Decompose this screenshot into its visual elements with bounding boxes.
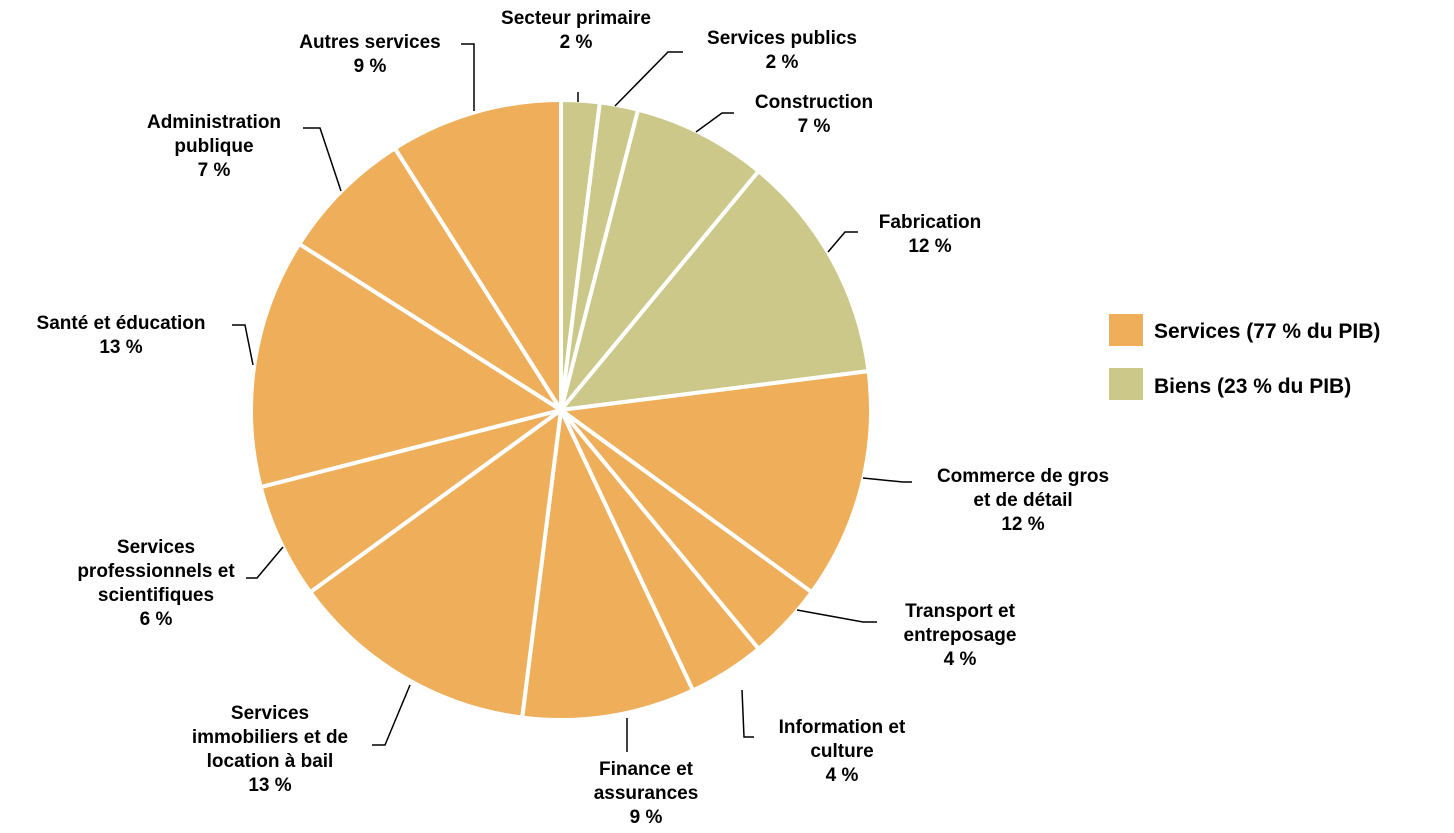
- slice-name-line: culture: [810, 741, 873, 762]
- slice-name-line: Services: [231, 703, 309, 724]
- leader-line: [614, 51, 683, 107]
- slice-label: Santé et éducation 13 %: [37, 313, 206, 358]
- leader-line: [232, 324, 254, 366]
- slice-name-line: et de détail: [973, 490, 1072, 511]
- slice-value-label: 9 %: [354, 56, 387, 77]
- slice-label: Services professionnels et scientifiques 6 …: [77, 537, 235, 630]
- leader-lines: [232, 43, 912, 752]
- slice-value-label: 4 %: [944, 649, 977, 670]
- slice-value-label: 13 %: [99, 337, 142, 358]
- leader-line: [827, 231, 858, 253]
- slice-label: Autres services 9 %: [299, 32, 441, 77]
- slice-name-line: Administration: [147, 112, 281, 133]
- pie-slice: [559, 107, 762, 412]
- slice-name-line: Transport et: [905, 601, 1015, 622]
- leader-line: [461, 43, 475, 111]
- slice-value-label: 2 %: [560, 32, 593, 53]
- leader-line: [695, 112, 734, 133]
- leader-line: [796, 609, 877, 623]
- slice-name-line: Santé et éducation: [37, 313, 206, 334]
- pie-slices: [249, 97, 873, 722]
- slice-label: Construction 7 %: [755, 92, 873, 137]
- pie-slice: [307, 405, 564, 720]
- slice-label: Fabrication 12 %: [879, 212, 981, 257]
- slice-name-line: Secteur primaire: [501, 8, 651, 29]
- slice-name-line: Services: [117, 537, 195, 558]
- legend-swatch-services: [1109, 314, 1143, 346]
- pie-slice: [249, 241, 566, 490]
- slice-label: Services publics 2 %: [707, 28, 857, 73]
- slice-label: Transport et entreposage 4 %: [904, 601, 1017, 670]
- slice-name-line: scientifiques: [98, 585, 214, 606]
- slice-name-line: Finance et: [599, 759, 694, 780]
- slice-name-line: immobiliers et de: [192, 727, 348, 748]
- leader-line: [372, 684, 411, 746]
- slice-value-label: 7 %: [198, 160, 231, 181]
- slice-value-label: 12 %: [1001, 514, 1044, 535]
- slice-label: Information et culture 4 %: [779, 717, 906, 786]
- slice-name-line: entreposage: [904, 625, 1017, 646]
- slice-value-label: 13 %: [248, 775, 291, 796]
- slice-value-label: 12 %: [908, 236, 951, 257]
- legend-label-biens: Biens (23 % du PIB): [1154, 375, 1351, 398]
- legend-swatch-biens: [1109, 368, 1143, 400]
- slice-value-label: 7 %: [798, 116, 831, 137]
- slice-value-label: 9 %: [630, 807, 663, 828]
- slice-name-line: professionnels et: [77, 561, 235, 582]
- pie-slice: [556, 168, 871, 413]
- pie-slice: [296, 145, 563, 412]
- legend-label-services: Services (77 % du PIB): [1154, 320, 1380, 343]
- leader-line: [741, 689, 754, 738]
- legend: Services (77 % du PIB) Biens (23 % du PI…: [1109, 314, 1380, 400]
- slice-name-line: publique: [174, 136, 253, 157]
- slice-name-line: Services publics: [707, 28, 857, 49]
- slice-name-line: Autres services: [299, 32, 441, 53]
- slice-value-label: 4 %: [826, 765, 859, 786]
- slice-label: Commerce de gros et de détail 12 %: [937, 466, 1109, 535]
- pie-slice: [519, 402, 696, 722]
- slice-name-line: location à bail: [207, 751, 334, 772]
- slice-label: Administration publique 7 %: [147, 112, 281, 181]
- slice-name-line: Commerce de gros: [937, 466, 1109, 487]
- leader-line: [246, 546, 284, 579]
- slice-name-line: Information et: [779, 717, 906, 738]
- slice-label: Secteur primaire 2 %: [501, 8, 651, 53]
- pie-slice: [392, 97, 563, 417]
- slice-label: Finance et assurances 9 %: [594, 759, 699, 828]
- leader-line: [303, 127, 342, 192]
- slice-name-line: Construction: [755, 92, 873, 113]
- slice-labels: Secteur primaire 2 % Services publics 2 % Co…: [37, 8, 1110, 828]
- slice-name-line: Fabrication: [879, 212, 981, 233]
- slice-label: Services immobiliers et de location à bail…: [192, 703, 348, 796]
- slice-value-label: 6 %: [140, 609, 173, 630]
- pie-slice: [555, 368, 873, 596]
- slice-value-label: 2 %: [766, 52, 799, 73]
- slice-name-line: assurances: [594, 783, 699, 804]
- leader-line: [862, 477, 912, 483]
